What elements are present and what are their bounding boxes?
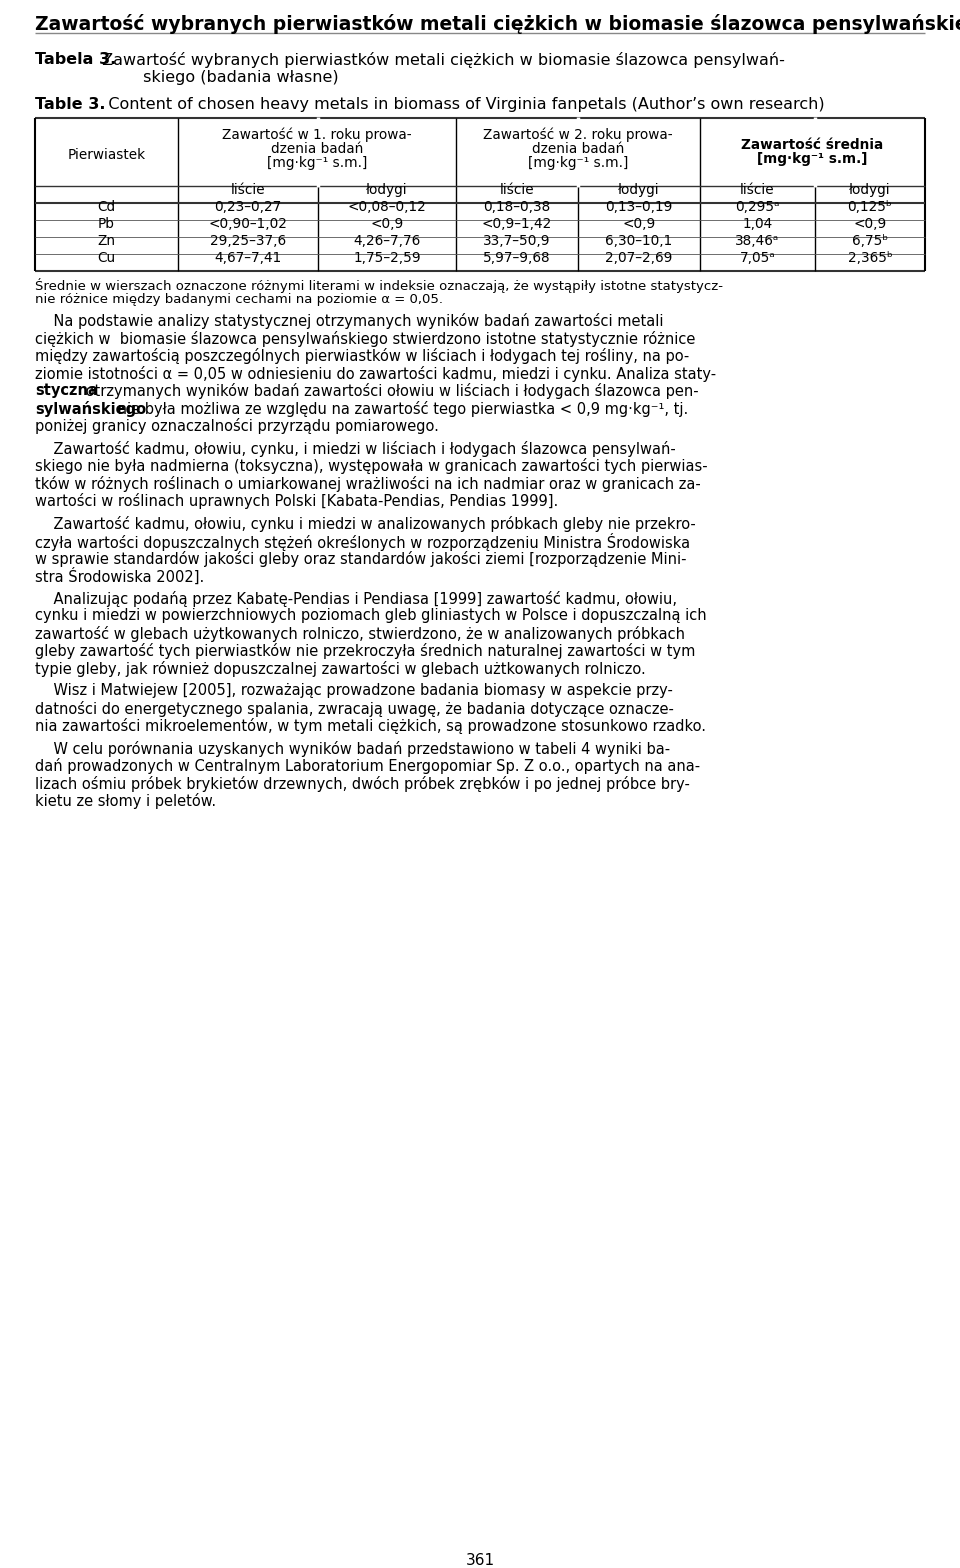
Text: <0,9: <0,9 — [371, 216, 403, 230]
Text: 1,75–2,59: 1,75–2,59 — [353, 251, 420, 265]
Text: 4,26–7,76: 4,26–7,76 — [353, 234, 420, 248]
Text: łodygi: łodygi — [618, 182, 660, 196]
Text: 0,23–0,27: 0,23–0,27 — [214, 199, 281, 213]
Text: dań prowadzonych w Centralnym Laboratorium Energopomiar Sp. Z o.o., opartych na : dań prowadzonych w Centralnym Laboratori… — [35, 757, 700, 775]
Text: <0,9: <0,9 — [622, 216, 656, 230]
Text: 0,125ᵇ: 0,125ᵇ — [848, 199, 893, 213]
Text: 1,04: 1,04 — [742, 216, 773, 230]
Text: Pierwiastek: Pierwiastek — [67, 147, 146, 162]
Text: Pb: Pb — [98, 216, 115, 230]
Text: ciężkich w  biomasie ślazowca pensylwańskiego stwierdzono istotne statystycznie : ciężkich w biomasie ślazowca pensylwańsk… — [35, 331, 695, 347]
Text: gleby zawartość tych pierwiastków nie przekroczyła średnich naturalnej zawartośc: gleby zawartość tych pierwiastków nie pr… — [35, 643, 695, 659]
Text: Wisz i Matwiejew [2005], rozważając prowadzone badania biomasy w aspekcie przy-: Wisz i Matwiejew [2005], rozważając prow… — [35, 684, 673, 698]
Text: Content of chosen heavy metals in biomass of Virginia fanpetals (Author’s own re: Content of chosen heavy metals in biomas… — [93, 97, 825, 111]
Text: 7,05ᵃ: 7,05ᵃ — [739, 251, 776, 265]
Text: <0,9: <0,9 — [853, 216, 887, 230]
Text: Średnie w wierszach oznaczone różnymi literami w indeksie oznaczają, że wystąpił: Średnie w wierszach oznaczone różnymi li… — [35, 278, 723, 293]
Text: Analizując podańą przez Kabatę-Pendias i Pendiasa [1999] zawartość kadmu, ołowiu: Analizując podańą przez Kabatę-Pendias i… — [35, 591, 677, 607]
Text: 0,295ᵃ: 0,295ᵃ — [735, 199, 780, 213]
Text: 0,18–0,38: 0,18–0,38 — [484, 199, 551, 213]
Text: 2,07–2,69: 2,07–2,69 — [606, 251, 673, 265]
Text: łodygi: łodygi — [850, 182, 891, 196]
Text: dzenia badań: dzenia badań — [271, 143, 363, 155]
Text: Zawartość średnia: Zawartość średnia — [741, 138, 883, 152]
Text: stra Środowiska 2002].: stra Środowiska 2002]. — [35, 568, 204, 585]
Text: poniżej granicy oznaczalności przyrządu pomiarowego.: poniżej granicy oznaczalności przyrządu … — [35, 419, 439, 434]
Text: 38,46ᵃ: 38,46ᵃ — [735, 234, 780, 248]
Text: typie gleby, jak również dopuszczalnej zawartości w glebach użtkowanych rolniczo: typie gleby, jak również dopuszczalnej z… — [35, 660, 646, 676]
Text: Zawartość kadmu, ołowiu, cynku i miedzi w analizowanych próbkach gleby nie przek: Zawartość kadmu, ołowiu, cynku i miedzi … — [35, 516, 696, 532]
Text: nia zawartości mikroelementów, w tym metali ciężkich, są prowadzone stosunkowo r: nia zawartości mikroelementów, w tym met… — [35, 718, 706, 734]
Text: nie różnice między badanymi cechami na poziomie α = 0,05.: nie różnice między badanymi cechami na p… — [35, 293, 443, 306]
Text: Cu: Cu — [97, 251, 115, 265]
Text: datności do energetycznego spalania, zwracają uwagę, że badania dotyczące oznacz: datności do energetycznego spalania, zwr… — [35, 701, 674, 717]
Text: 33,7–50,9: 33,7–50,9 — [483, 234, 551, 248]
Text: otrzymanych wyników badań zawartości ołowiu w liściach i łodygach ślazowca pen-: otrzymanych wyników badań zawartości oło… — [81, 383, 698, 398]
Text: styczna: styczna — [35, 383, 98, 398]
Text: 6,75ᵇ: 6,75ᵇ — [852, 234, 888, 248]
Text: <0,90–1,02: <0,90–1,02 — [208, 216, 287, 230]
Text: łodygi: łodygi — [366, 182, 408, 196]
Text: wartości w roślinach uprawnych Polski [Kabata-Pendias, Pendias 1999].: wartości w roślinach uprawnych Polski [K… — [35, 492, 559, 510]
Text: cynku i miedzi w powierzchniowych poziomach gleb gliniastych w Polsce i dopuszcz: cynku i miedzi w powierzchniowych poziom… — [35, 608, 707, 622]
Text: Zawartość kadmu, ołowiu, cynku, i miedzi w liściach i łodygach ślazowca pensylwa: Zawartość kadmu, ołowiu, cynku, i miedzi… — [35, 441, 676, 456]
Text: między zawartością poszczególnych pierwiastków w liściach i łodygach tej rośliny: między zawartością poszczególnych pierwi… — [35, 348, 689, 364]
Text: skiego nie była nadmierna (toksyczna), występowała w granicach zawartości tych p: skiego nie była nadmierna (toksyczna), w… — [35, 458, 708, 474]
Text: 29,25–37,6: 29,25–37,6 — [210, 234, 286, 248]
Text: Zawartość w 2. roku prowa-: Zawartość w 2. roku prowa- — [483, 127, 673, 143]
Text: dzenia badań: dzenia badań — [532, 143, 624, 155]
Text: 361: 361 — [466, 1552, 494, 1568]
Text: w sprawie standardów jakości gleby oraz standardów jakości ziemi [rozporządzenie: w sprawie standardów jakości gleby oraz … — [35, 550, 686, 566]
Text: Zn: Zn — [97, 234, 115, 248]
Text: skiego (badania własne): skiego (badania własne) — [97, 71, 339, 85]
Text: kietu ze słomy i peletów.: kietu ze słomy i peletów. — [35, 793, 216, 809]
Text: Zawartość wybranych pierwiastków metali ciężkich w biomasie ślazowca pensylwańsk: Zawartość wybranych pierwiastków metali … — [35, 14, 960, 34]
Text: <0,9–1,42: <0,9–1,42 — [482, 216, 552, 230]
Text: sylwańskiego: sylwańskiego — [35, 400, 146, 417]
Text: ziomie istotności α = 0,05 w odniesieniu do zawartości kadmu, miedzi i cynku. An: ziomie istotności α = 0,05 w odniesieniu… — [35, 365, 716, 381]
Text: <0,08–0,12: <0,08–0,12 — [348, 199, 426, 213]
Text: 6,30–10,1: 6,30–10,1 — [606, 234, 673, 248]
Text: Zawartość w 1. roku prowa-: Zawartość w 1. roku prowa- — [222, 127, 412, 143]
Text: liście: liście — [500, 182, 535, 196]
Text: liście: liście — [230, 182, 265, 196]
Text: [mg·kg⁻¹ s.m.]: [mg·kg⁻¹ s.m.] — [267, 155, 367, 169]
Text: tków w różnych roślinach o umiarkowanej wrażliwości na ich nadmiar oraz w granic: tków w różnych roślinach o umiarkowanej … — [35, 475, 701, 491]
Text: Tabela 3.: Tabela 3. — [35, 52, 116, 67]
Text: Table 3.: Table 3. — [35, 97, 106, 111]
Text: 5,97–9,68: 5,97–9,68 — [483, 251, 551, 265]
Text: Na podstawie analizy statystycznej otrzymanych wyników badań zawartości metali: Na podstawie analizy statystycznej otrzy… — [35, 314, 663, 329]
Text: [mg·kg⁻¹ s.m.]: [mg·kg⁻¹ s.m.] — [528, 155, 628, 169]
Text: 2,365ᵇ: 2,365ᵇ — [848, 251, 893, 265]
Text: W celu porównania uzyskanych wyników badań przedstawiono w tabeli 4 wyniki ba-: W celu porównania uzyskanych wyników bad… — [35, 740, 670, 756]
Text: nie była możliwa ze względu na zawartość tego pierwiastka < 0,9 mg·kg⁻¹, tj.: nie była możliwa ze względu na zawartość… — [113, 400, 688, 417]
Text: zawartość w glebach użytkowanych rolniczo, stwierdzono, że w analizowanych próbk: zawartość w glebach użytkowanych rolnicz… — [35, 626, 685, 641]
Text: 4,67–7,41: 4,67–7,41 — [214, 251, 281, 265]
Text: liście: liście — [740, 182, 775, 196]
Text: czyła wartości dopuszczalnych stężeń określonych w rozporządzeniu Ministra Środo: czyła wartości dopuszczalnych stężeń okr… — [35, 533, 690, 550]
Text: lizach ośmiu próbek brykietów drzewnych, dwóch próbek zrębków i po jednej próbce: lizach ośmiu próbek brykietów drzewnych,… — [35, 776, 690, 792]
Text: Cd: Cd — [97, 199, 115, 213]
Text: 0,13–0,19: 0,13–0,19 — [606, 199, 673, 213]
Text: Zawartość wybranych pierwiastków metali ciężkich w biomasie ślazowca pensylwań-: Zawartość wybranych pierwiastków metali … — [97, 52, 785, 67]
Text: [mg·kg⁻¹ s.m.]: [mg·kg⁻¹ s.m.] — [757, 152, 868, 166]
